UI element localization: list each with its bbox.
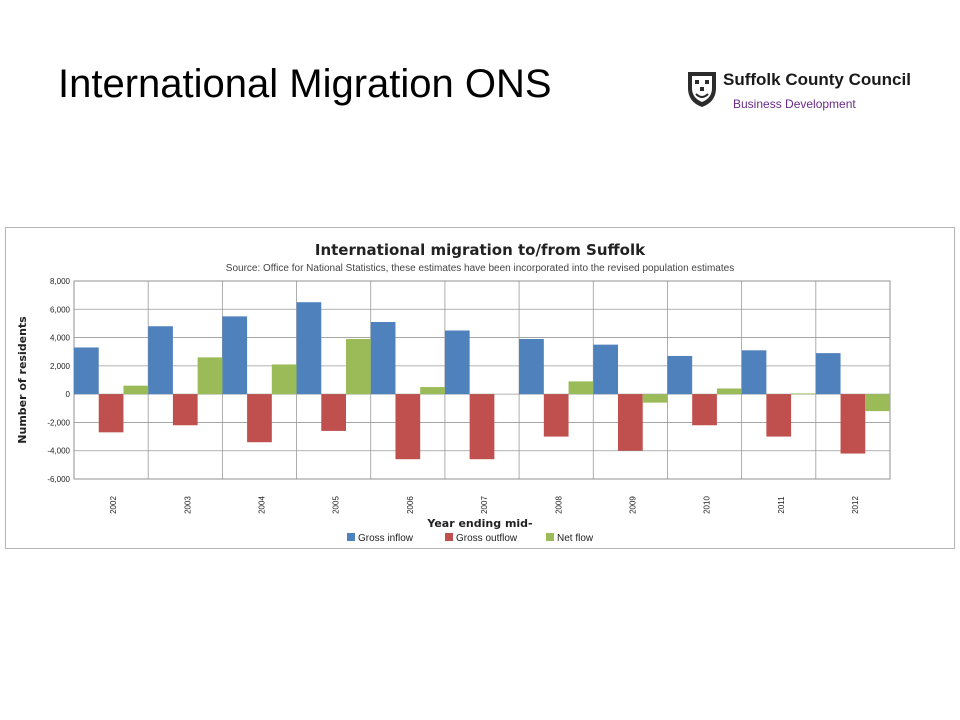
x-axis-label: Year ending mid- (426, 517, 532, 530)
bar-net-flow (123, 385, 149, 395)
bar-gross-outflow (692, 394, 717, 426)
bar-gross-inflow (667, 355, 693, 395)
bar-net-flow (791, 393, 816, 395)
council-logo: Suffolk County Council Business Developm… (686, 70, 911, 115)
bar-net-flow (568, 381, 594, 395)
bar-gross-outflow (840, 394, 866, 454)
y-axis-label: Number of residents (16, 316, 29, 444)
migration-chart: International migration to/from Suffolk S… (16, 241, 891, 544)
bar-net-flow (642, 394, 668, 403)
y-tick-label: -6,000 (47, 475, 70, 484)
chart-frame: International migration to/from Suffolk S… (5, 227, 955, 549)
council-name: Suffolk County Council (723, 70, 911, 89)
bar-gross-outflow (618, 394, 643, 451)
x-tick-label: 2003 (183, 496, 192, 514)
bar-gross-outflow (98, 394, 124, 433)
y-tick-label: 0 (66, 390, 71, 399)
y-tick-label: 8,000 (50, 277, 71, 286)
suffolk-crest-icon (688, 72, 716, 107)
y-tick-label: 6,000 (50, 305, 71, 314)
chart-subtitle: Source: Office for National Statistics, … (226, 263, 734, 274)
department-name: Business Development (733, 97, 856, 111)
x-tick-label: 2008 (554, 496, 563, 514)
legend-swatch (546, 533, 554, 541)
x-tick-label: 2005 (332, 496, 341, 514)
bar-net-flow (865, 394, 890, 412)
x-tick-label: 2012 (851, 496, 860, 514)
bar-gross-outflow (766, 394, 792, 437)
bar-gross-inflow (519, 338, 544, 395)
legend-label: Net flow (557, 533, 594, 544)
slide-title: International Migration ONS (58, 62, 552, 106)
bar-net-flow (346, 338, 371, 395)
x-tick-label: 2006 (406, 496, 415, 514)
bar-net-flow (420, 387, 445, 395)
y-tick-label: -2,000 (47, 418, 70, 427)
bar-gross-outflow (321, 394, 346, 431)
chart-title: International migration to/from Suffolk (315, 241, 646, 259)
x-tick-label: 2009 (628, 496, 637, 514)
bar-gross-outflow (172, 394, 198, 426)
bar-gross-inflow (815, 353, 841, 395)
bar-gross-inflow (741, 350, 767, 395)
bar-gross-outflow (469, 394, 495, 460)
legend-swatch (347, 533, 355, 541)
bar-gross-inflow (370, 322, 396, 395)
bar-gross-inflow (296, 302, 322, 395)
legend-swatch (445, 533, 453, 541)
bar-gross-outflow (543, 394, 569, 437)
bar-gross-inflow (222, 316, 248, 395)
bar-gross-inflow (74, 347, 99, 395)
legend-label: Gross inflow (358, 533, 414, 544)
x-tick-label: 2010 (703, 496, 712, 514)
x-tick-label: 2004 (258, 496, 267, 514)
y-tick-label: -4,000 (47, 447, 70, 456)
bar-gross-outflow (247, 394, 272, 443)
bar-net-flow (271, 364, 297, 395)
x-tick-label: 2011 (777, 496, 786, 514)
bar-net-flow (716, 388, 742, 395)
bar-gross-inflow (444, 330, 470, 395)
bar-gross-outflow (395, 394, 421, 460)
legend-label: Gross outflow (456, 533, 518, 544)
x-tick-label: 2007 (480, 496, 489, 514)
bar-gross-inflow (593, 344, 618, 395)
bar-net-flow (197, 357, 223, 395)
bar-gross-inflow (148, 326, 173, 395)
y-tick-label: 2,000 (50, 362, 71, 371)
y-tick-label: 4,000 (50, 334, 71, 343)
x-tick-label: 2002 (109, 496, 118, 514)
